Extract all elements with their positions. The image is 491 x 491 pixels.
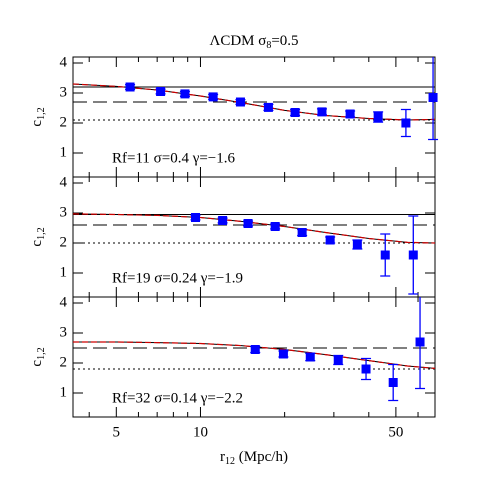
y-tick-label: 4 xyxy=(60,294,68,310)
data-point xyxy=(428,93,438,102)
data-point xyxy=(305,352,315,362)
points xyxy=(250,297,426,402)
model-curve xyxy=(72,213,436,244)
chart-title: ΛCDM σ8=0.5 xyxy=(209,33,298,51)
annotation: Rf=11 σ=0.4 γ=−1.6 xyxy=(112,150,235,166)
y-tick-label: 1 xyxy=(60,264,68,280)
y-tick-label: 3 xyxy=(60,324,68,340)
data-point xyxy=(208,92,218,102)
y-axis-label: c1,2 xyxy=(29,227,47,246)
x-tick-label: 5 xyxy=(113,424,121,440)
y-tick-label: 2 xyxy=(60,354,68,370)
data-point xyxy=(125,82,135,92)
x-tick-label: 10 xyxy=(193,424,208,440)
model-curve xyxy=(72,213,436,244)
data-point xyxy=(180,89,190,99)
title-sub: 8 xyxy=(266,40,271,51)
model-curve xyxy=(73,341,436,369)
data-point xyxy=(270,222,280,231)
points xyxy=(125,57,439,141)
data-point xyxy=(373,112,383,122)
y-label-sub: 1,2 xyxy=(36,227,47,240)
y-tick-label: 4 xyxy=(60,174,68,190)
y-tick-label: 2 xyxy=(60,114,68,130)
y-axis-label: c1,2 xyxy=(29,107,47,126)
annotation: Rf=32 σ=0.14 γ=−2.2 xyxy=(112,390,243,406)
data-point xyxy=(218,216,228,225)
data-point xyxy=(352,240,362,249)
y-axis-label: c1,2 xyxy=(29,347,47,366)
data-point xyxy=(290,108,300,117)
data-point xyxy=(333,355,343,365)
x-tick-label: 50 xyxy=(388,424,403,440)
points xyxy=(190,213,419,295)
model-curve xyxy=(72,83,436,121)
data-point xyxy=(345,109,355,119)
y-label-base: c xyxy=(29,120,45,127)
data-point xyxy=(388,378,398,387)
y-label-base: c xyxy=(29,240,45,247)
annotation: Rf=19 σ=0.24 γ=−1.9 xyxy=(112,270,243,286)
data-point xyxy=(380,250,390,260)
y-tick-label: 1 xyxy=(60,144,68,160)
y-tick-label: 1 xyxy=(60,384,68,400)
data-point xyxy=(317,107,327,117)
data-point xyxy=(243,219,253,228)
data-point xyxy=(325,235,335,245)
y-label-base: c xyxy=(29,360,45,367)
y-tick-label: 4 xyxy=(60,54,68,70)
data-point xyxy=(415,337,425,347)
data-point xyxy=(235,97,245,107)
y-tick-label: 2 xyxy=(60,234,68,250)
title-part: =0.5 xyxy=(271,33,298,49)
data-point xyxy=(297,228,307,237)
x-label-sub: 12 xyxy=(225,456,235,467)
x-axis-label: r12 (Mpc/h) xyxy=(220,449,288,467)
data-point xyxy=(250,345,260,354)
x-label-base: r xyxy=(220,449,225,465)
data-point xyxy=(191,213,201,222)
data-point xyxy=(278,349,288,359)
data-point xyxy=(408,250,418,260)
data-point xyxy=(401,118,411,128)
y-tick-label: 3 xyxy=(60,84,68,100)
x-label-part: (Mpc/h) xyxy=(235,449,288,465)
title-part: ΛCDM σ xyxy=(209,33,266,49)
plot-frame xyxy=(72,296,436,418)
y-label-sub: 1,2 xyxy=(36,107,47,120)
y-tick-label: 3 xyxy=(60,204,68,220)
data-point xyxy=(361,364,371,374)
y-label-sub: 1,2 xyxy=(36,347,47,360)
data-point xyxy=(156,87,166,96)
data-point xyxy=(263,102,273,112)
